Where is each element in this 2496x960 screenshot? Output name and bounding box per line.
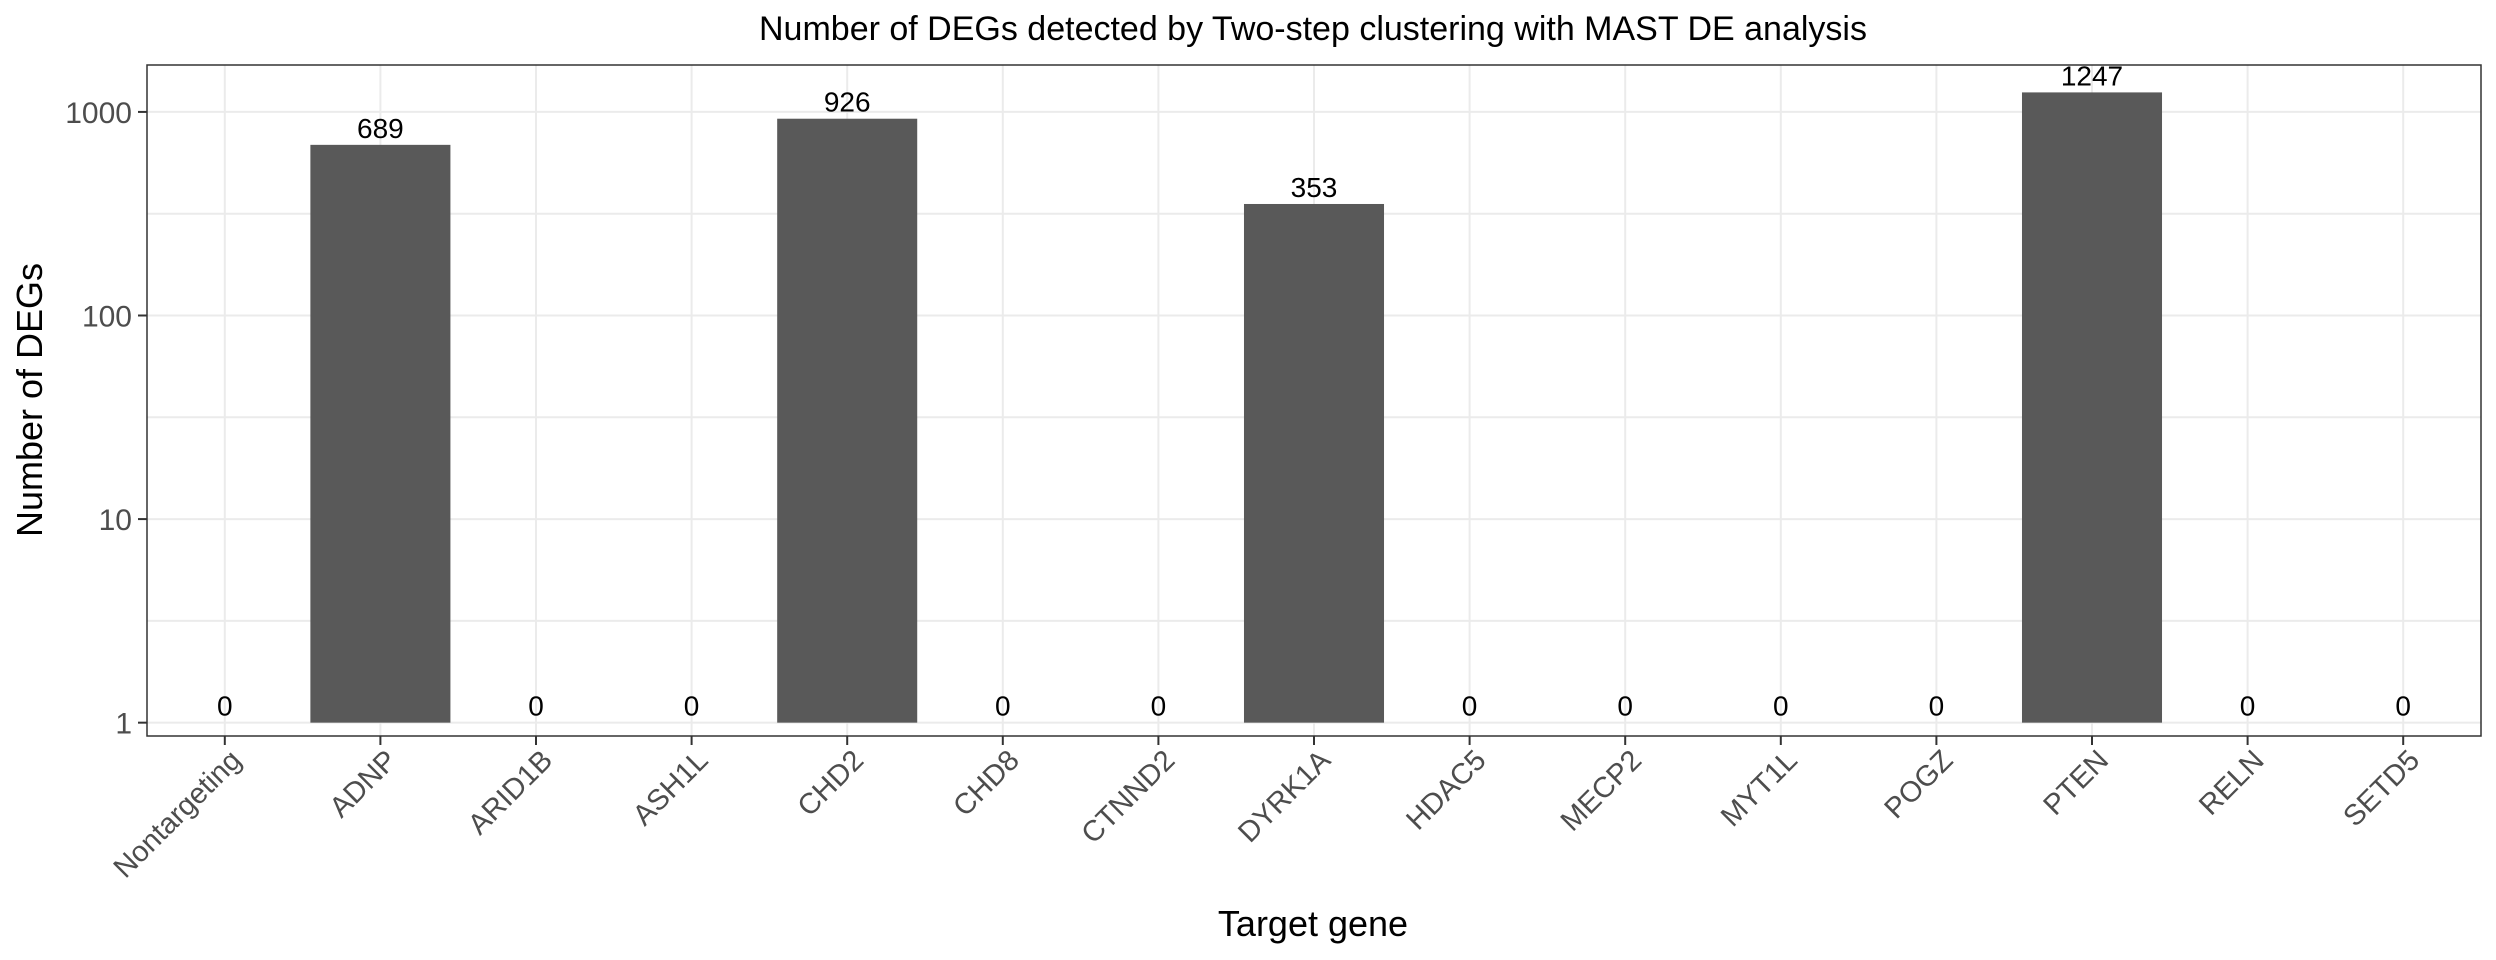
x-tick-label-pten: PTEN (2038, 744, 2115, 821)
data-label-ctnnd2: 0 (1151, 691, 1167, 722)
data-label-adnp: 689 (357, 113, 404, 144)
x-tick-label-adnp: ADNP (324, 744, 404, 824)
x-tick-label-ash1l: ASH1L (627, 744, 715, 832)
data-label-hdac5: 0 (1462, 691, 1478, 722)
x-tick-label-ctnnd2: CTNND2 (1076, 744, 1182, 850)
x-tick-label-dyrk1a: DYRK1A (1232, 744, 1337, 849)
x-tick-label-arid1b: ARID1B (462, 744, 559, 841)
y-tick-label: 10 (99, 504, 132, 537)
data-label-ash1l: 0 (684, 691, 700, 722)
data-label-arid1b: 0 (528, 691, 544, 722)
x-tick-label-hdac5: HDAC5 (1400, 744, 1492, 836)
x-tick-label-chd8: CHD8 (947, 744, 1025, 822)
y-tick-label: 100 (82, 300, 132, 333)
x-tick-label-reln: RELN (2193, 744, 2270, 821)
x-tick-label-mecp2: MECP2 (1555, 744, 1648, 837)
x-tick-label-setd5: SETD5 (2337, 744, 2426, 833)
data-label-chd2: 926 (824, 87, 871, 118)
y-tick-label: 1000 (65, 97, 132, 130)
data-label-pogz: 0 (1929, 691, 1945, 722)
bar-pten (2021, 92, 2163, 723)
x-tick-label-chd2: CHD2 (792, 744, 870, 822)
bar-adnp (310, 144, 451, 723)
data-label-nontargeting: 0 (217, 691, 233, 722)
chart-title: Number of DEGs detected by Two-step clus… (759, 10, 1867, 48)
data-label-myt1l: 0 (1773, 691, 1789, 722)
data-label-reln: 0 (2240, 691, 2256, 722)
data-label-dyrk1a: 353 (1291, 172, 1338, 203)
bar-chd2 (777, 118, 918, 723)
x-axis-title: Target gene (1218, 903, 1408, 944)
data-label-mecp2: 0 (1617, 691, 1633, 722)
x-tick-label-pogz: POGZ (1879, 744, 1960, 825)
x-tick-label-myt1l: MYT1L (1715, 744, 1804, 833)
data-label-chd8: 0 (995, 691, 1011, 722)
x-axis: Nontargeting ADNP ARID1B ASH1L CHD2 CHD8 CTNND… (108, 736, 2426, 884)
x-tick-label-nontargeting: Nontargeting (108, 744, 248, 884)
y-axis: 1 10 100 1000 (65, 97, 147, 741)
data-label-setd5: 0 (2395, 691, 2411, 722)
bars (310, 92, 2163, 723)
y-tick-label: 1 (115, 708, 132, 741)
bar-dyrk1a (1243, 203, 1385, 723)
y-axis-title: Number of DEGs (9, 263, 50, 537)
